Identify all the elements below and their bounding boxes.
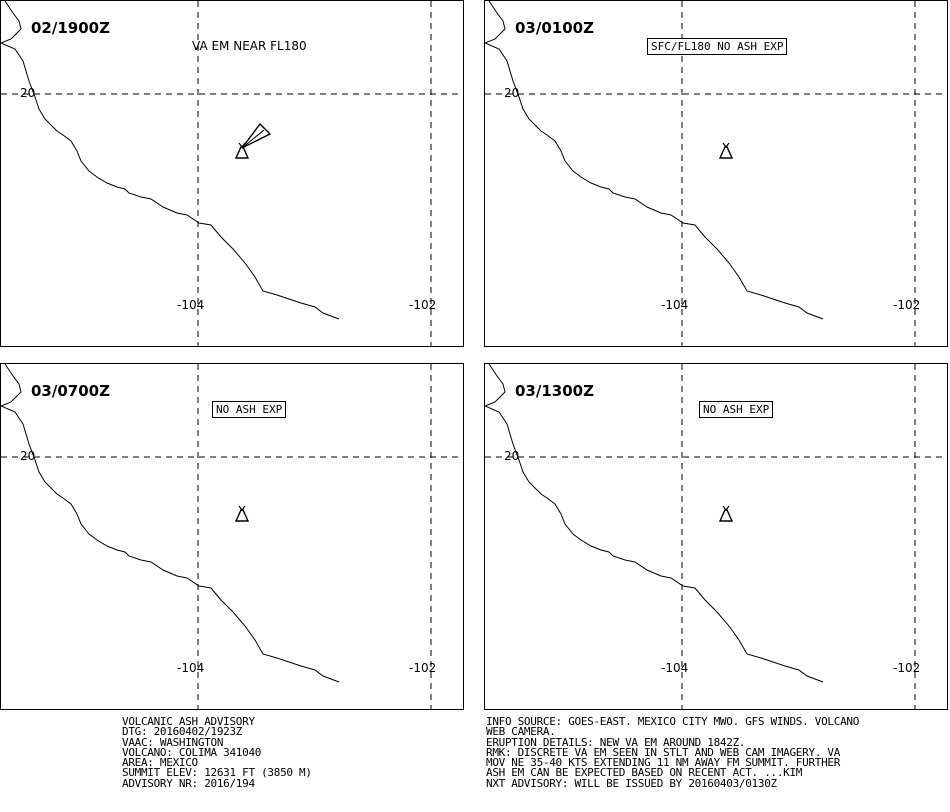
panel-valid-time: 03/1300Z	[515, 382, 594, 400]
panel-ash-label: VA EM NEAR FL180	[192, 39, 307, 53]
panel-valid-time: 03/0700Z	[31, 382, 110, 400]
longitude-label: -104	[177, 661, 205, 675]
coastline	[1, 364, 22, 407]
panel-valid-time: 02/1900Z	[31, 19, 110, 37]
advisory-line: RMK: DISCRETE VA EM SEEN IN STLT AND WEB…	[486, 745, 841, 759]
map-canvas	[1, 1, 463, 346]
advisory-line: DTG: 20160402/1923Z	[122, 725, 243, 739]
longitude-label: -102	[409, 661, 437, 675]
advisory-line: MOV NE 35-40 KTS EXTENDING 11 NM AWAY FM…	[486, 756, 841, 770]
longitude-label: -104	[177, 298, 205, 312]
volcano-icon	[234, 146, 250, 159]
map-canvas	[1, 364, 463, 709]
panel-ash-label: SFC/FL180 NO ASH EXP	[647, 38, 788, 55]
map-canvas	[485, 1, 947, 346]
coastline	[485, 405, 824, 683]
plume-axis	[241, 129, 265, 149]
ash-plume-polygon	[241, 122, 272, 149]
coastline	[485, 1, 506, 44]
volcano-icon	[234, 509, 250, 522]
coastline	[485, 364, 506, 407]
latitude-label: 20	[20, 86, 36, 100]
forecast-panel-4: 03/1300Z NO ASH EXP 20 -104 -102	[484, 363, 948, 710]
coastline	[485, 42, 824, 320]
latitude-label: 20	[504, 449, 520, 463]
longitude-label: -102	[409, 298, 437, 312]
advisory-line: AREA: MEXICO	[122, 756, 198, 770]
advisory-line: VOLCANO: COLIMA 341040	[122, 745, 262, 759]
longitude-label: -102	[893, 661, 921, 675]
map-canvas	[485, 364, 947, 709]
advisory-line: WEB CAMERA.	[486, 725, 556, 739]
advisory-line: NXT ADVISORY: WILL BE ISSUED BY 20160403…	[486, 776, 777, 790]
advisory-line: ADVISORY NR: 2016/194	[122, 776, 255, 790]
volcano-icon	[718, 146, 734, 159]
advisory-line: ASH EM CAN BE EXPECTED BASED ON RECENT A…	[486, 766, 803, 780]
advisory-line: VOLCANIC ASH ADVISORY	[122, 715, 255, 728]
latitude-label: 20	[20, 449, 36, 463]
longitude-label: -104	[661, 298, 689, 312]
longitude-label: -104	[661, 661, 689, 675]
eruption-icon	[722, 505, 730, 511]
volcano-icon	[718, 509, 734, 522]
forecast-panel-3: 03/0700Z NO ASH EXP 20 -104 -102	[0, 363, 464, 710]
coastline	[1, 405, 340, 683]
advisory-remarks-block: INFO SOURCE: GOES-EAST. MEXICO CITY MWO.…	[486, 715, 860, 790]
longitude-label: -102	[893, 298, 921, 312]
advisory-line: ERUPTION DETAILS: NEW VA EM AROUND 1842Z…	[486, 735, 746, 749]
advisory-line: SUMMIT ELEV: 12631 FT (3850 M)	[122, 766, 312, 780]
eruption-icon	[238, 505, 246, 511]
coastline	[1, 42, 340, 320]
coastline	[1, 1, 22, 44]
panel-ash-label: NO ASH EXP	[212, 401, 287, 418]
forecast-panel-2: 03/0100Z SFC/FL180 NO ASH EXP 20 -104 -102	[484, 0, 948, 347]
latitude-label: 20	[504, 86, 520, 100]
eruption-icon	[722, 142, 730, 148]
panel-ash-label: NO ASH EXP	[699, 401, 774, 418]
advisory-line: VAAC: WASHINGTON	[122, 735, 224, 749]
advisory-line: INFO SOURCE: GOES-EAST. MEXICO CITY MWO.…	[486, 715, 860, 728]
advisory-header-block: VOLCANIC ASH ADVISORY DTG: 20160402/1923Z…	[122, 715, 312, 790]
forecast-panel-1: 02/1900Z VA EM NEAR FL180 20 -104 -102	[0, 0, 464, 347]
panel-valid-time: 03/0100Z	[515, 19, 594, 37]
